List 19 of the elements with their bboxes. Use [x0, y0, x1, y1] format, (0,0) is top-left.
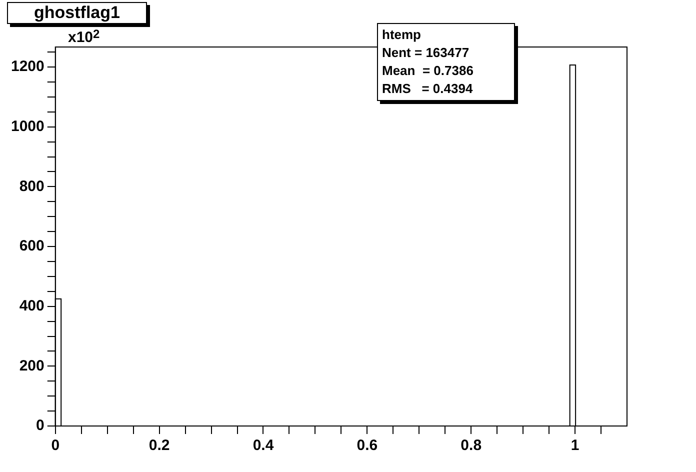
- y-tick-label: 200: [19, 357, 44, 374]
- chart-title: ghostflag1: [7, 2, 147, 24]
- x-tick-label: 0.6: [356, 437, 378, 454]
- x-tick-label: 0.4: [252, 437, 274, 454]
- x-tick-label: 0.8: [460, 437, 482, 454]
- y-tick-label: 1200: [10, 58, 44, 76]
- x-tick-label: 0.2: [148, 437, 170, 454]
- x-tick-label: 1: [570, 437, 580, 454]
- annotation: Mean = 0.7386: [382, 62, 474, 80]
- y-tick-label: 1000: [10, 118, 44, 136]
- y-tick-label: 800: [19, 178, 44, 195]
- y-tick-label: 400: [19, 297, 44, 314]
- annotation: RMS = 0.4394: [382, 80, 474, 98]
- annotation: Nent = 163477: [382, 44, 470, 62]
- y-tick-label: 0: [36, 417, 44, 434]
- y-tick-label: 600: [19, 238, 44, 255]
- x-tick-label: 0: [51, 437, 60, 454]
- text: x10$^{2}$: [68, 27, 101, 46]
- stats-box: htemp Nent = 163477 Mean = 0.7386 RMS = 0.4394: [377, 23, 515, 101]
